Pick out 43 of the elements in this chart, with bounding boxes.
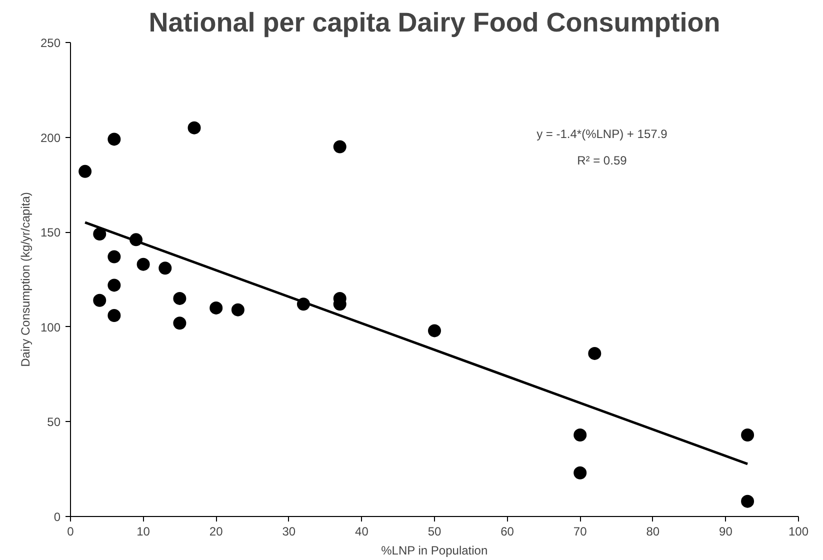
y-tick-label: 50 [47, 415, 61, 430]
x-axis-title: %LNP in Population [381, 544, 488, 558]
y-tick-label: 100 [40, 320, 61, 334]
y-tick-label: 0 [54, 510, 61, 524]
point [108, 278, 121, 292]
point [574, 466, 587, 480]
point [173, 292, 186, 305]
point [741, 494, 754, 508]
x-tick-label: 40 [355, 524, 369, 538]
point [588, 346, 602, 360]
point [333, 140, 346, 154]
point [158, 262, 172, 275]
point [78, 164, 92, 178]
point [136, 258, 150, 271]
y-tick-label: 150 [40, 226, 61, 240]
point [173, 316, 186, 330]
x-tick-label: 100 [788, 524, 809, 538]
x-tick-label: 70 [573, 524, 588, 538]
point [188, 121, 201, 134]
y-axis-title: Dairy Consumption (kg/yr/capita) [18, 192, 32, 367]
x-tick-label: 80 [646, 524, 660, 538]
point [93, 228, 106, 240]
y-tick-label: 200 [40, 130, 61, 145]
point [741, 428, 754, 442]
x-tick-label: 10 [136, 524, 150, 538]
point [108, 250, 121, 264]
point [108, 132, 121, 146]
point [93, 294, 106, 307]
x-tick-label: 90 [719, 524, 733, 538]
point [108, 309, 121, 322]
x-tick-label: 50 [428, 524, 442, 538]
point [574, 428, 587, 442]
y-tick-label: 250 [40, 36, 61, 50]
x-tick-label: 60 [500, 524, 514, 538]
point [210, 301, 223, 314]
x-tick-label: 30 [282, 524, 296, 538]
annotation: y = -1.4*(%LNP) + 157.9 [536, 127, 668, 142]
annotation: R² = 0.59 [577, 154, 628, 168]
point [231, 303, 244, 316]
x-tick-label: 0 [67, 524, 74, 538]
chart-title: National per capita Dairy Food Consumption [148, 8, 720, 38]
point [428, 324, 441, 338]
x-tick-label: 20 [209, 524, 224, 538]
